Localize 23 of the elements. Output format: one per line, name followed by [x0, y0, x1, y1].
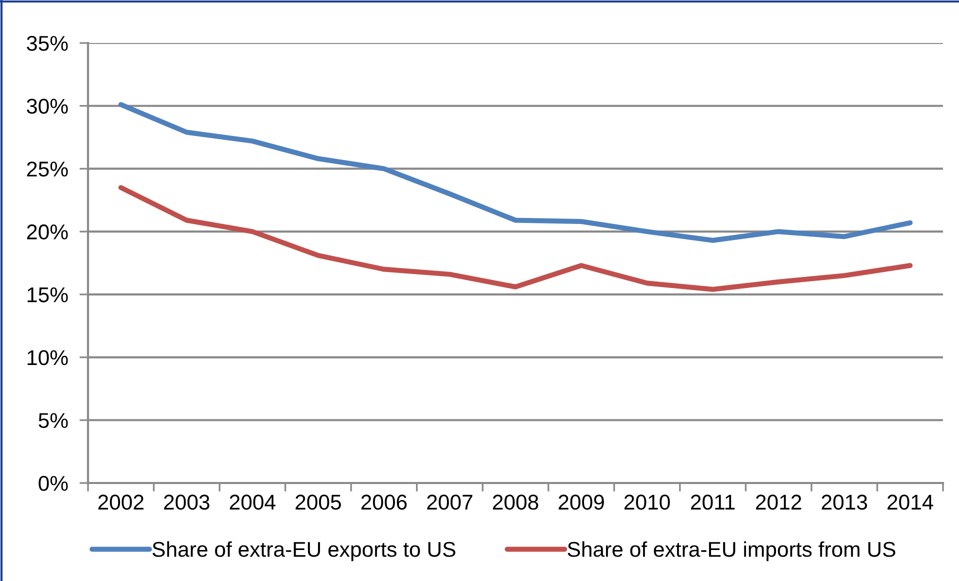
x-tick-label: 2011	[691, 494, 735, 510]
x-tick-label: 2010	[624, 494, 670, 510]
x-tick-label: 2009	[558, 494, 604, 510]
y-tick-label: 5%	[38, 413, 68, 428]
x-tick-label: 2008	[492, 494, 538, 510]
x-tick-label: 2013	[822, 494, 868, 510]
y-tick-label: 35%	[26, 36, 68, 51]
legend-label: Share of extra-EU exports to US	[152, 541, 456, 562]
x-tick-label: 2005	[296, 494, 341, 510]
y-tick-label: 30%	[26, 98, 68, 114]
y-tick-label: 20%	[27, 224, 68, 240]
x-tick-label: 2012	[756, 494, 802, 510]
y-tick-label: 10%	[28, 350, 68, 366]
x-tick-label: 2002	[98, 494, 144, 510]
x-tick-label: 2004	[230, 494, 276, 510]
x-tick-label: 2006	[361, 494, 407, 510]
y-tick-label: 15%	[28, 287, 68, 302]
y-tick-label: 25%	[27, 162, 68, 177]
x-tick-label: 2014	[888, 494, 934, 510]
legend-label: Share of extra-EU imports from US	[568, 541, 896, 562]
y-tick-label: 0%	[38, 476, 68, 491]
x-tick-label: 2003	[164, 494, 210, 510]
x-tick-label: 2007	[427, 494, 472, 510]
